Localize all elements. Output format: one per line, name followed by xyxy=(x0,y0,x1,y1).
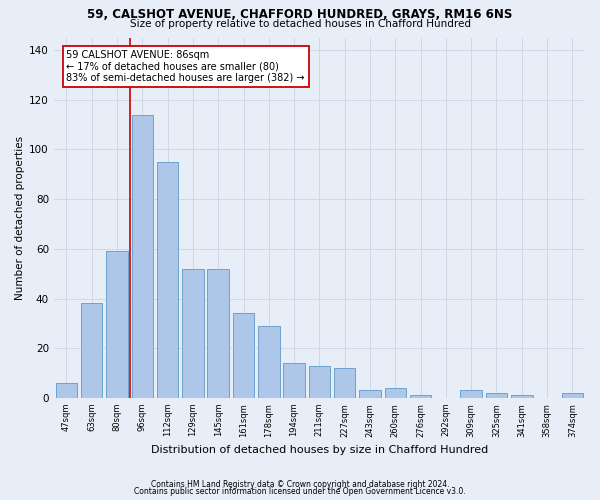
Bar xyxy=(81,304,103,398)
Bar xyxy=(308,366,330,398)
Text: Contains HM Land Registry data © Crown copyright and database right 2024.: Contains HM Land Registry data © Crown c… xyxy=(151,480,449,489)
Bar xyxy=(359,390,381,398)
Bar xyxy=(157,162,178,398)
Bar xyxy=(106,252,128,398)
Bar xyxy=(283,363,305,398)
Bar xyxy=(385,388,406,398)
Bar xyxy=(208,268,229,398)
Bar xyxy=(334,368,355,398)
Bar xyxy=(486,393,507,398)
Bar xyxy=(182,268,203,398)
X-axis label: Distribution of detached houses by size in Chafford Hundred: Distribution of detached houses by size … xyxy=(151,445,488,455)
Text: 59, CALSHOT AVENUE, CHAFFORD HUNDRED, GRAYS, RM16 6NS: 59, CALSHOT AVENUE, CHAFFORD HUNDRED, GR… xyxy=(88,8,512,20)
Bar xyxy=(258,326,280,398)
Bar xyxy=(131,114,153,398)
Bar xyxy=(562,393,583,398)
Bar xyxy=(56,383,77,398)
Text: Size of property relative to detached houses in Chafford Hundred: Size of property relative to detached ho… xyxy=(130,19,470,29)
Bar xyxy=(511,396,533,398)
Text: Contains public sector information licensed under the Open Government Licence v3: Contains public sector information licen… xyxy=(134,487,466,496)
Y-axis label: Number of detached properties: Number of detached properties xyxy=(15,136,25,300)
Bar xyxy=(410,396,431,398)
Bar xyxy=(233,314,254,398)
Bar xyxy=(460,390,482,398)
Text: 59 CALSHOT AVENUE: 86sqm
← 17% of detached houses are smaller (80)
83% of semi-d: 59 CALSHOT AVENUE: 86sqm ← 17% of detach… xyxy=(67,50,305,83)
